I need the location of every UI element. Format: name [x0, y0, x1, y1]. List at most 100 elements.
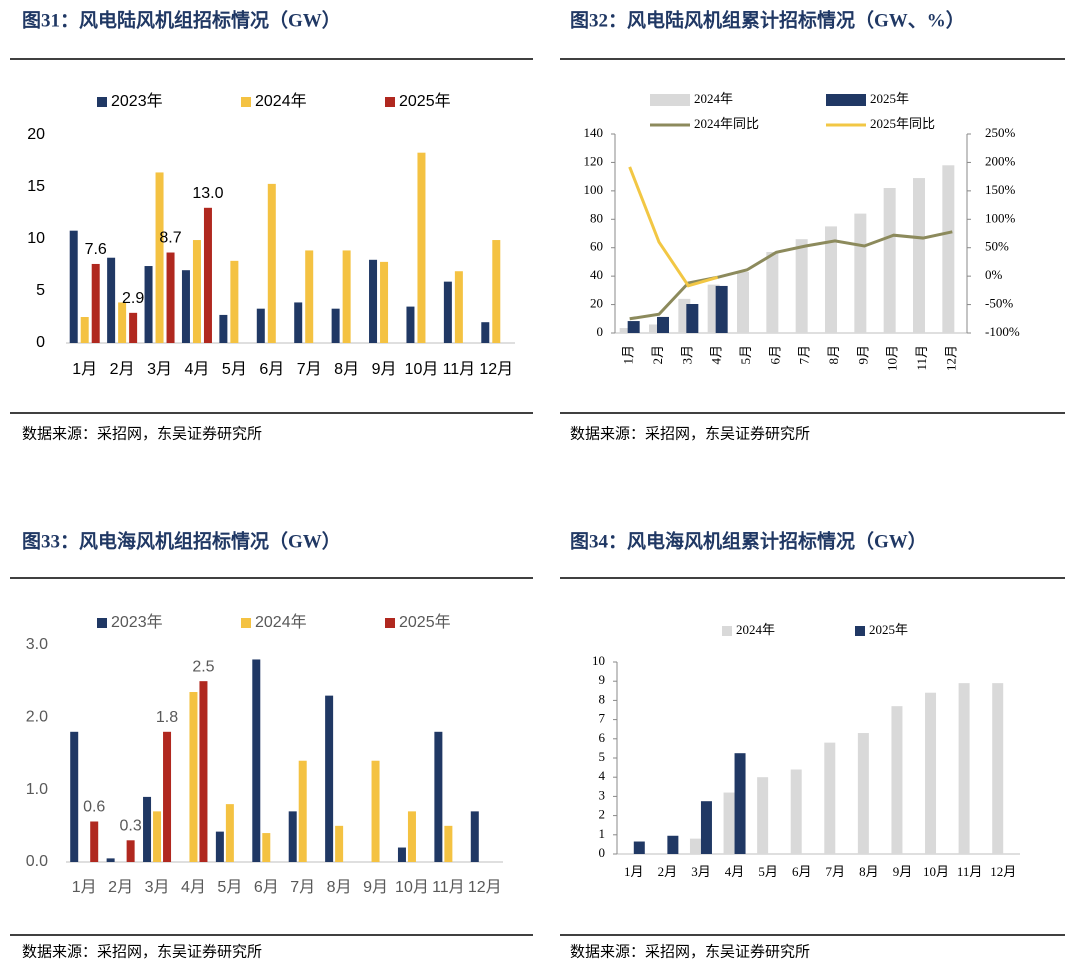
y-tick-label: 120	[584, 153, 604, 168]
bar	[325, 695, 334, 862]
x-tick-label: 8月	[826, 345, 841, 365]
data-label: 8.7	[159, 230, 181, 247]
bar	[166, 252, 175, 343]
bar	[335, 825, 344, 862]
x-tick-label: 7月	[297, 361, 322, 378]
data-label: 1.8	[156, 709, 178, 726]
y-tick-label: 80	[590, 210, 603, 225]
bar	[342, 250, 351, 343]
x-tick-label: 2月	[650, 345, 665, 365]
bar	[143, 796, 152, 862]
bar	[256, 308, 265, 343]
legend-label: 2024年	[255, 92, 307, 110]
x-tick-label: 10月	[395, 879, 429, 896]
bar	[492, 240, 501, 343]
x-tick-label: 12月	[468, 879, 502, 896]
bar	[189, 692, 198, 862]
bar	[481, 322, 490, 343]
data-label: 0.3	[120, 818, 142, 835]
bar	[192, 240, 201, 343]
bar	[686, 304, 699, 333]
y-tick-label: 5	[36, 282, 45, 299]
bar	[825, 226, 837, 333]
bar	[657, 316, 669, 333]
x-tick-label: 5月	[217, 879, 242, 896]
y-tick-label: 3	[599, 787, 606, 802]
bar	[734, 753, 746, 854]
bar	[470, 811, 479, 862]
y2-tick-label: 0%	[985, 267, 1003, 282]
bar	[80, 317, 89, 343]
legend-label: 2025年	[399, 613, 451, 631]
x-tick-label: 7月	[797, 345, 812, 365]
x-tick-label: 11月	[957, 864, 983, 879]
bar	[225, 804, 234, 862]
x-tick-label: 4月	[709, 345, 724, 365]
bar	[163, 731, 172, 862]
x-tick-label: 3月	[691, 864, 711, 879]
x-tick-label: 3月	[147, 361, 172, 378]
bar	[298, 760, 307, 862]
y2-tick-label: 250%	[985, 125, 1016, 140]
x-tick-label: 8月	[334, 361, 359, 378]
y2-tick-label: 150%	[985, 182, 1016, 197]
x-tick-label: 5月	[738, 345, 753, 365]
bar	[90, 821, 99, 862]
x-tick-label: 2月	[110, 361, 135, 378]
bar	[883, 188, 896, 333]
bar	[627, 321, 640, 333]
bar	[417, 152, 426, 343]
x-tick-label: 11月	[432, 879, 465, 896]
legend-label: 2024年	[694, 91, 733, 106]
bar	[795, 239, 808, 333]
x-tick-label: 9月	[893, 864, 913, 879]
rules	[10, 58, 1065, 936]
y-tick-label: 2	[599, 807, 606, 822]
line-series	[629, 230, 953, 321]
bar	[262, 833, 271, 862]
y-tick-label: 60	[590, 239, 603, 254]
y2-tick-label: -100%	[985, 324, 1020, 339]
bar	[155, 172, 164, 343]
bar	[407, 811, 416, 862]
y2-tick-label: -50%	[985, 296, 1013, 311]
x-tick-label: 9月	[363, 879, 388, 896]
bar	[633, 841, 645, 854]
legend-label: 2023年	[111, 613, 163, 631]
bar	[891, 706, 903, 854]
data-label: 7.6	[85, 241, 107, 258]
legend-swatch	[97, 97, 107, 107]
bar	[434, 731, 443, 862]
x-tick-label: 10月	[405, 361, 439, 378]
x-tick-label: 7月	[290, 879, 315, 896]
legend-swatch	[826, 94, 866, 106]
legend-label: 2023年	[111, 92, 163, 110]
y2-tick-label: 50%	[985, 239, 1009, 254]
x-tick-label: 9月	[372, 361, 397, 378]
bar	[294, 302, 303, 343]
bar	[649, 324, 661, 333]
bar	[230, 260, 239, 343]
bar	[443, 281, 452, 343]
bar	[619, 328, 632, 333]
y-tick-label: 8	[599, 691, 606, 706]
x-tick-label: 10月	[885, 345, 900, 371]
y-tick-label: 100	[584, 182, 604, 197]
x-tick-label: 1月	[621, 345, 636, 365]
x-tick-label: 12月	[479, 361, 513, 378]
x-tick-label: 2月	[108, 879, 133, 896]
bar	[992, 683, 1004, 854]
legend-label: 2025年	[870, 91, 909, 106]
data-label: 2.9	[122, 290, 144, 307]
bar	[854, 213, 867, 333]
x-tick-label: 12月	[943, 345, 958, 371]
y-tick-label: 5	[599, 749, 606, 764]
legend-swatch	[650, 94, 690, 106]
bar	[129, 312, 138, 343]
bar	[667, 835, 679, 854]
bar	[305, 250, 314, 343]
y-tick-label: 40	[590, 267, 603, 282]
y-tick-label: 9	[599, 672, 606, 687]
bar	[397, 847, 406, 862]
x-tick-label: 6月	[259, 361, 284, 378]
